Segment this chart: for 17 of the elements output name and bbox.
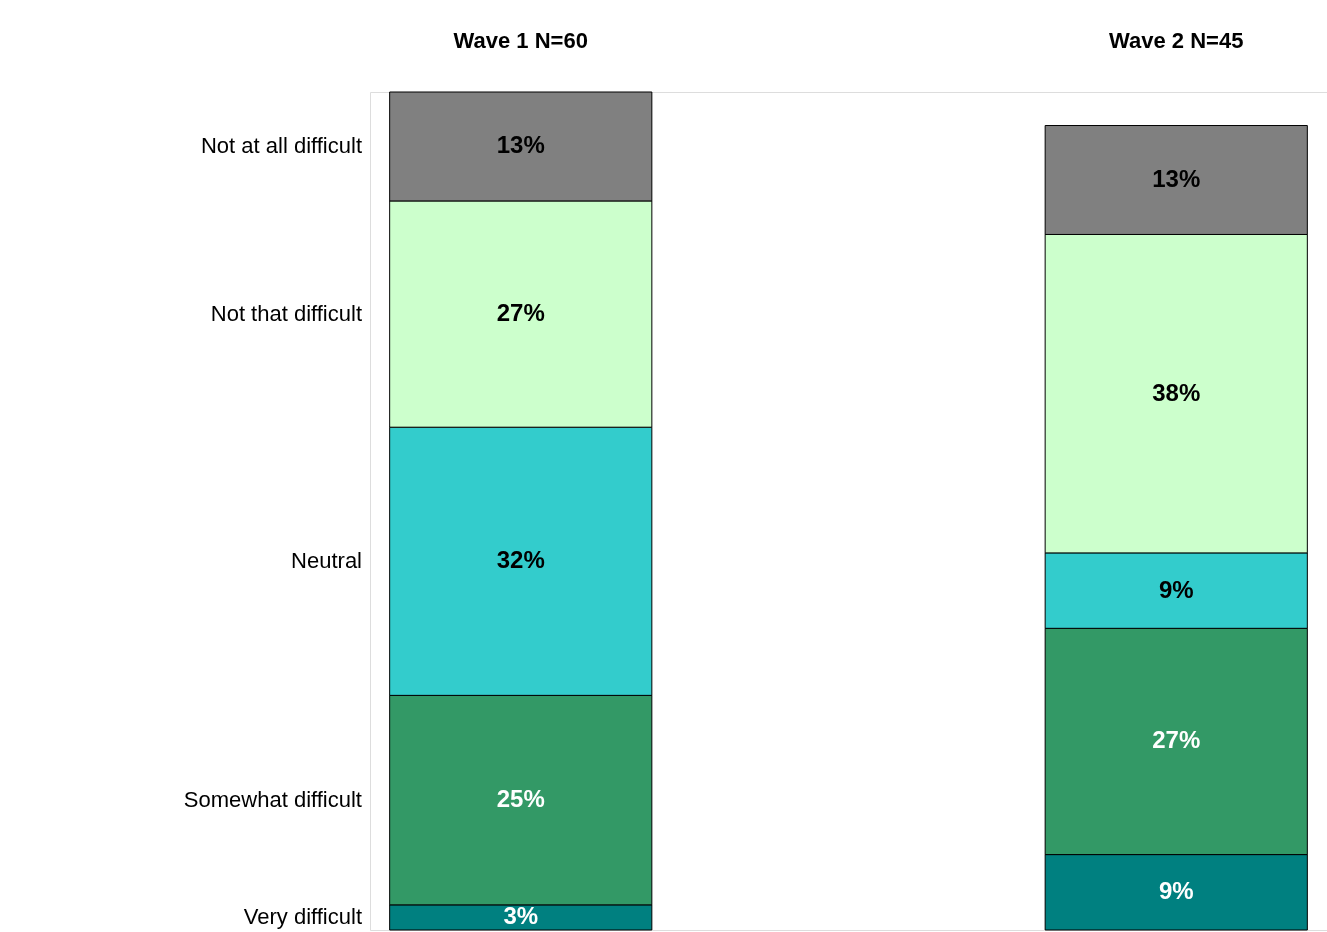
series-label: Neutral xyxy=(291,548,362,574)
x-tick-label: Wave 1 N=60 xyxy=(453,27,588,53)
series-label: Very difficult xyxy=(243,904,362,930)
data-label: 27% xyxy=(1152,726,1201,754)
data-label: 13% xyxy=(1152,164,1201,192)
series-label: Not at all difficult xyxy=(200,133,362,159)
data-label: 3% xyxy=(503,902,539,930)
data-label: 25% xyxy=(496,785,545,813)
series-label: Not that difficult xyxy=(210,301,362,327)
data-label: 13% xyxy=(496,131,545,159)
data-label: 38% xyxy=(1152,378,1201,406)
series-label: Somewhat difficult xyxy=(183,787,362,813)
x-tick-label: Wave 2 N=45 xyxy=(1109,27,1244,53)
data-label: 32% xyxy=(496,546,545,574)
data-label: 27% xyxy=(496,299,545,327)
data-label: 9% xyxy=(1158,877,1194,905)
data-label: 9% xyxy=(1158,575,1194,603)
